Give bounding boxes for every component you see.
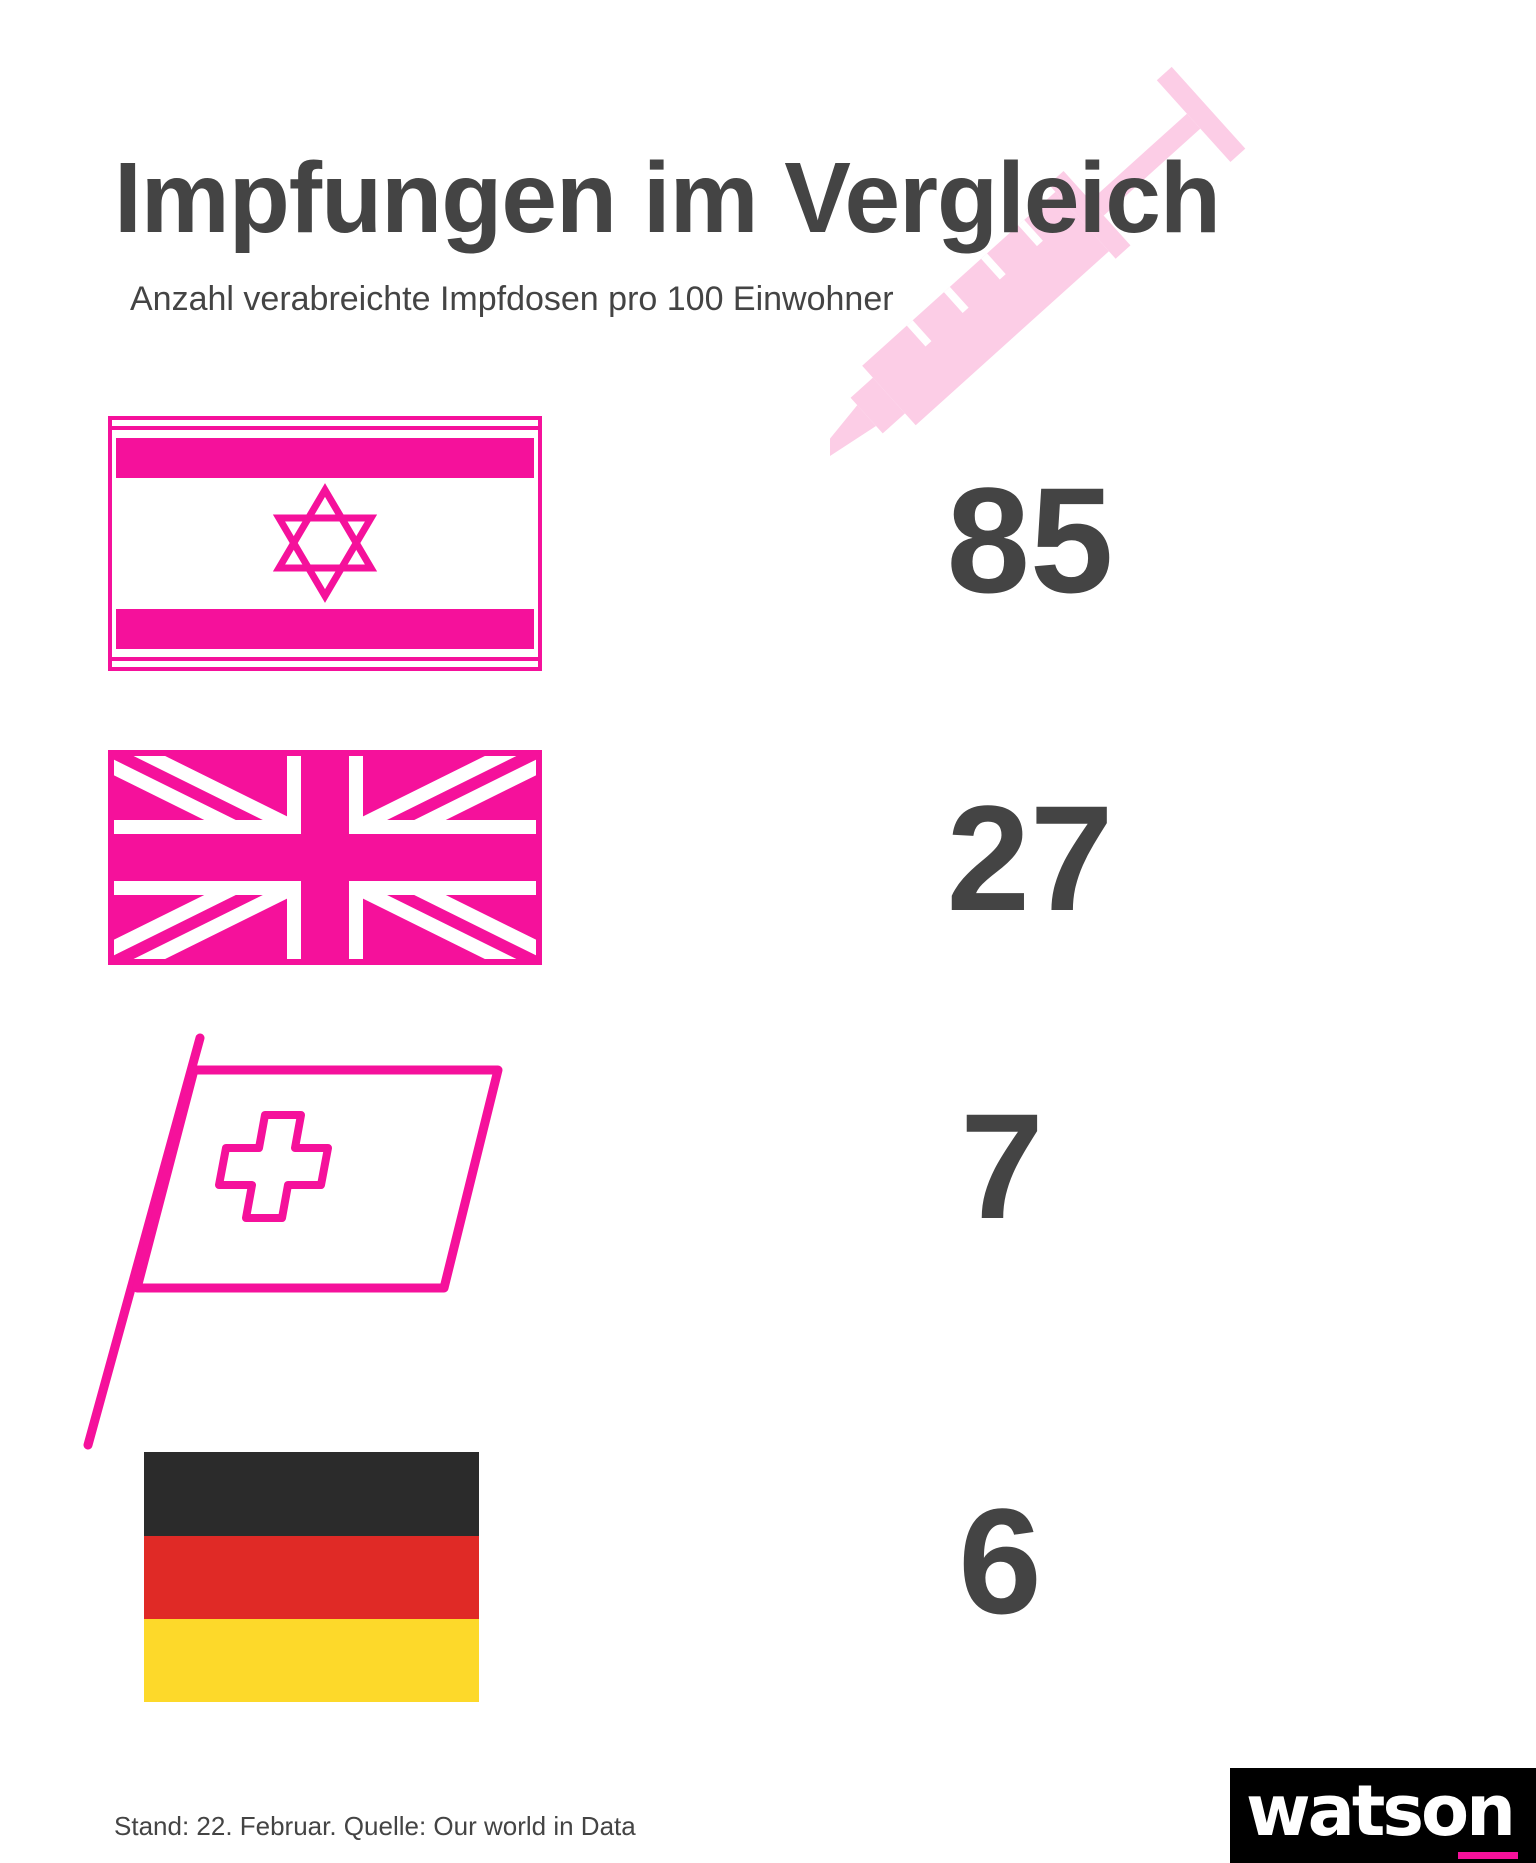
page-subtitle: Anzahl verabreichte Impfdosen pro 100 Ei… bbox=[130, 280, 894, 318]
uk-flag-icon bbox=[108, 750, 542, 965]
syringe-icon bbox=[830, 66, 1246, 470]
germany-value: 6 bbox=[958, 1477, 1042, 1645]
israel-value: 85 bbox=[946, 456, 1114, 624]
page-title: Impfungen im Vergleich bbox=[114, 142, 1221, 254]
source-note: Stand: 22. Februar. Quelle: Our world in… bbox=[114, 1811, 636, 1841]
watson-logo: watson bbox=[1230, 1768, 1536, 1863]
uk-value: 27 bbox=[946, 774, 1114, 942]
switzerland-value: 7 bbox=[960, 1082, 1044, 1250]
switzerland-flag-icon bbox=[83, 1033, 503, 1450]
germany-flag-icon bbox=[144, 1452, 479, 1702]
logo-underline bbox=[1458, 1852, 1518, 1859]
israel-flag-icon bbox=[108, 416, 542, 671]
logo-text: watson bbox=[1246, 1770, 1516, 1852]
